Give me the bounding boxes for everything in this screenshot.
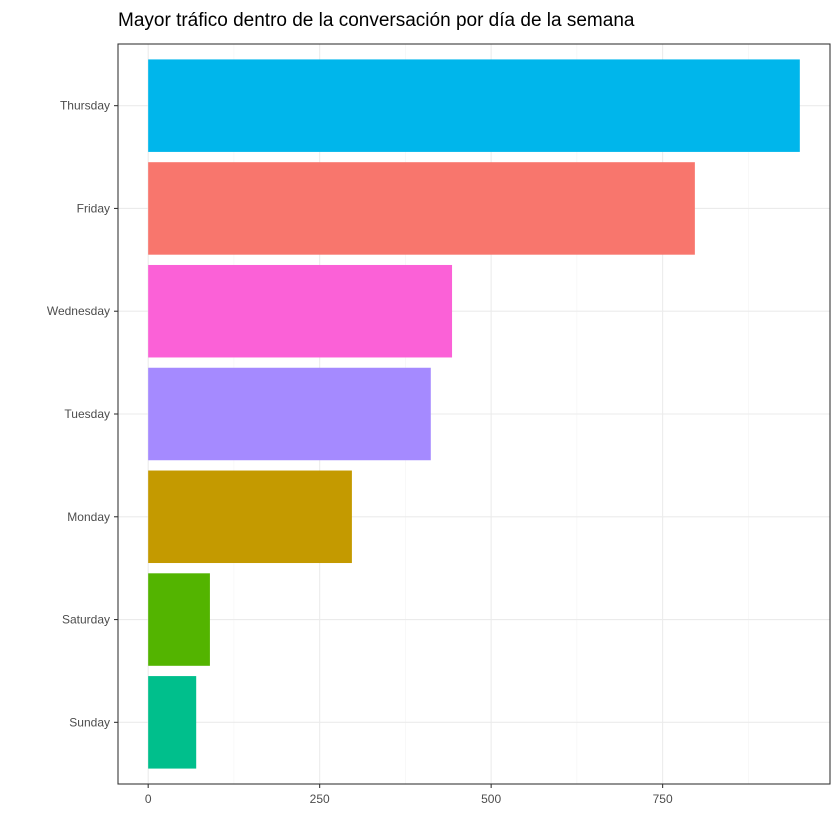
y-tick-label: Friday — [77, 201, 110, 215]
bar-saturday — [148, 573, 210, 666]
bar-tuesday — [148, 367, 431, 461]
x-tick-label: 250 — [310, 792, 330, 806]
y-tick-label: Wednesday — [47, 304, 110, 318]
bar-wednesday — [148, 264, 453, 358]
y-tick-label: Thursday — [60, 99, 110, 113]
x-tick-label: 750 — [653, 792, 673, 806]
x-tick-label: 500 — [481, 792, 501, 806]
x-tick-label: 0 — [145, 792, 152, 806]
y-tick-label: Monday — [67, 510, 110, 524]
y-tick-label: Tuesday — [64, 407, 110, 421]
y-tick-label: Sunday — [69, 715, 110, 729]
bar-friday — [148, 162, 695, 255]
bars — [148, 59, 800, 769]
chart-title: Mayor tráfico dentro de la conversación … — [118, 10, 635, 31]
y-tick-label: Saturday — [62, 613, 110, 627]
x-axis: 0 250 500 750 — [145, 784, 673, 806]
bar-monday — [148, 470, 352, 564]
bar-sunday — [148, 676, 197, 769]
bar-thursday — [148, 59, 800, 152]
y-axis: Sunday Saturday Monday Tuesday Wednesday Frid… — [47, 99, 118, 729]
